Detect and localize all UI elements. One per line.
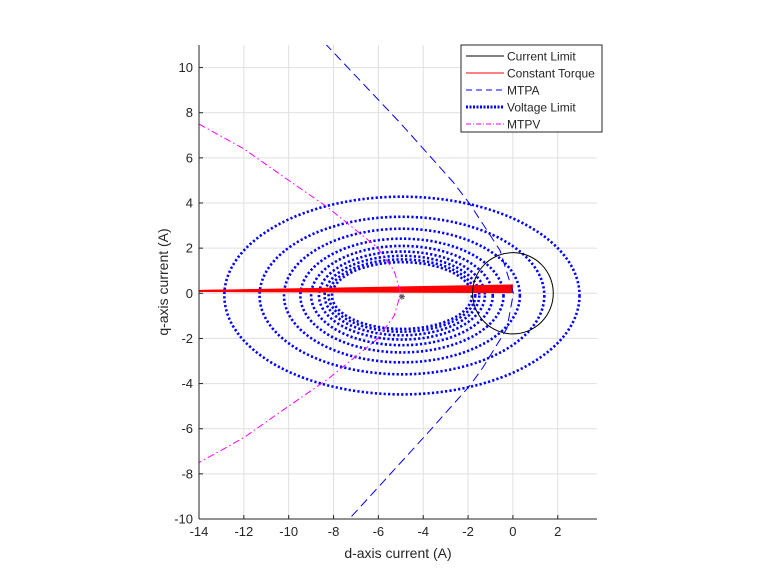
- legend: Current Limit Constant Torque MTPA Voltage …: [460, 44, 603, 133]
- y-axis-label: q-axis current (A): [155, 228, 171, 335]
- voltage-limit-ellipse: [223, 195, 581, 396]
- voltage-limit-ellipse: [299, 237, 505, 354]
- constant-torque-line: [199, 284, 513, 293]
- y-tick-label: -6: [181, 421, 193, 436]
- mtpv-curve: [199, 123, 402, 464]
- voltage-limit-ellipse: [258, 215, 546, 376]
- legend-label: MTPV: [507, 118, 540, 132]
- mtpa-curve: [325, 45, 514, 519]
- voltage-limit-ellipse: [327, 258, 477, 333]
- voltage-limit-ellipse: [309, 244, 495, 347]
- legend-label: Constant Torque: [507, 67, 595, 81]
- voltage-limit-ellipse: [282, 227, 522, 364]
- y-tick-label: -4: [181, 376, 193, 391]
- y-tick-label: -2: [181, 331, 193, 346]
- marker-stroke: [399, 294, 405, 300]
- y-tick-label: -8: [181, 466, 193, 481]
- x-tick-label: -6: [373, 524, 385, 539]
- legend-label: MTPA: [507, 84, 539, 98]
- x-axis-label: d-axis current (A): [344, 545, 451, 561]
- x-tick-label: 0: [509, 524, 516, 539]
- x-tick-label: -4: [417, 524, 429, 539]
- legend-box: [460, 44, 603, 133]
- current-limit-circle: [472, 252, 554, 335]
- x-tick-label: -2: [462, 524, 474, 539]
- y-tick-label: -10: [174, 512, 193, 527]
- axes: -14 -12 -10 -8 -6 -4 -2 0 2 -10 -8 -6 -4 -2 0 2 4 6 8 10: [174, 45, 597, 539]
- legend-label: Current Limit: [507, 50, 576, 64]
- y-tick-label: 0: [186, 286, 193, 301]
- x-tick-label: -12: [234, 524, 253, 539]
- y-tick-label: 8: [186, 105, 193, 120]
- plot-area: [199, 45, 581, 519]
- voltage-limit-ellipse: [317, 250, 487, 341]
- x-tick-label: -8: [328, 524, 340, 539]
- x-tick-label: -14: [190, 524, 209, 539]
- y-tick-label: 6: [186, 150, 193, 165]
- y-tick-label: 2: [186, 241, 193, 256]
- y-tick-label: 4: [186, 196, 193, 211]
- y-tick-label: 10: [179, 60, 193, 75]
- voltage-limit-ellipse: [330, 260, 474, 331]
- asterisk-marker: [398, 293, 405, 300]
- x-tick-label: 2: [554, 524, 561, 539]
- legend-label: Voltage Limit: [507, 101, 576, 115]
- x-tick-label: -10: [279, 524, 298, 539]
- voltage-limit-ellipse: [323, 254, 481, 337]
